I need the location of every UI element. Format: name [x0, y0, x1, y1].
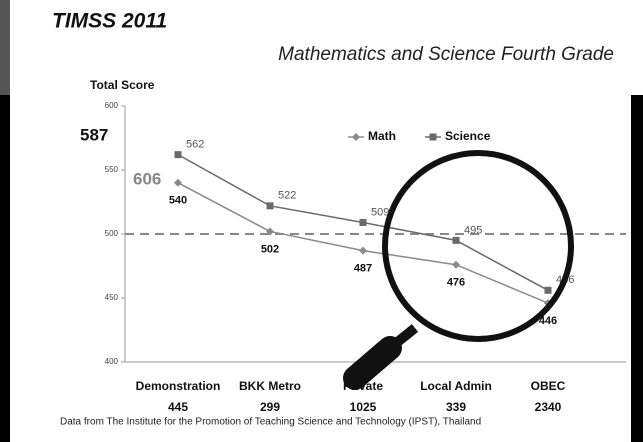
point [545, 287, 552, 294]
point [360, 219, 367, 226]
data-label: 522 [278, 190, 296, 202]
data-label: 562 [186, 139, 204, 151]
data-label: 495 [464, 224, 482, 236]
y-tick-label: 550 [105, 165, 119, 174]
x-tick-label: Local Admin [420, 379, 492, 393]
footnote: Data from The Institute for the Promotio… [60, 417, 481, 428]
slide: TIMSS 2011 Mathematics and Science Fourt… [0, 0, 643, 442]
y-tick-label: 500 [105, 229, 119, 238]
y-tick-label: 400 [105, 357, 119, 366]
x-tick-label: Demonstration [136, 379, 221, 393]
data-label: 509 [371, 206, 389, 218]
x-tick-count: 299 [260, 400, 280, 414]
data-label: 476 [447, 277, 465, 289]
point [267, 202, 274, 209]
x-tick-count: 445 [168, 400, 188, 414]
title: TIMSS 2011 [52, 10, 167, 33]
x-tick-count: 339 [446, 400, 466, 414]
legend-marker [430, 134, 437, 141]
y-tick-label: 450 [105, 293, 119, 302]
left-band-top [0, 0, 10, 95]
data-label: 502 [261, 243, 279, 255]
legend-label: Science [445, 129, 491, 143]
x-tick-label: BKK Metro [239, 379, 301, 393]
right-band [631, 95, 643, 442]
x-tick-count: 2340 [535, 400, 562, 414]
x-tick-label: OBEC [531, 379, 566, 393]
subtitle: Mathematics and Science Fourth Grade [278, 44, 614, 65]
annotation: 606 [133, 169, 161, 188]
x-tick-count: 1025 [350, 400, 377, 414]
legend-label: Math [368, 129, 396, 143]
y-axis-label: Total Score [90, 78, 155, 92]
point [175, 151, 182, 158]
left-band [0, 95, 10, 442]
point [453, 237, 460, 244]
data-label: 540 [169, 195, 187, 207]
data-label: 487 [354, 263, 372, 275]
annotation: 587 [80, 125, 108, 144]
y-tick-label: 600 [105, 101, 119, 110]
background [0, 0, 643, 442]
